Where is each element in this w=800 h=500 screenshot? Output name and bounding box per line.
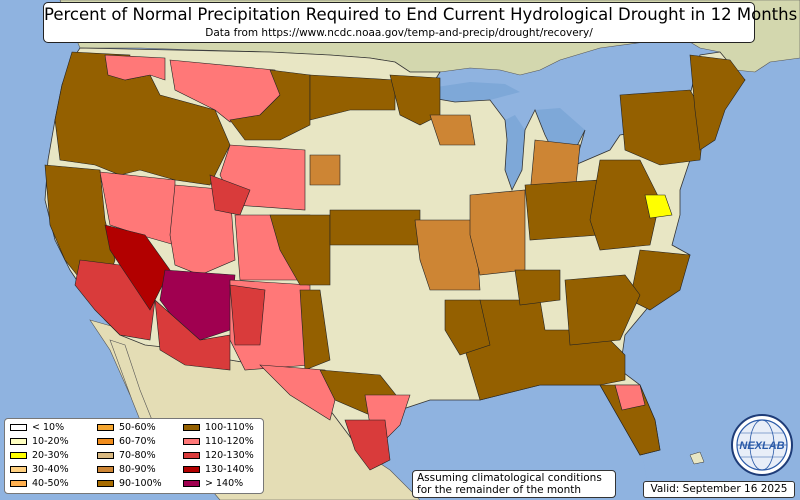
- assumption-note: Assuming climatological conditions for t…: [412, 470, 616, 498]
- legend-swatch: [183, 438, 200, 445]
- legend-item: 110-120%: [183, 436, 254, 448]
- appalachia-region: [589, 159, 661, 251]
- legend-item: 90-100%: [97, 478, 162, 490]
- lake-huron: [535, 108, 585, 155]
- iowa-illinois-region: [429, 114, 476, 146]
- new-york-region: [619, 89, 706, 166]
- legend-swatch: [183, 452, 200, 459]
- legend-swatch: [183, 480, 200, 487]
- legend-item: 130-140%: [183, 464, 254, 476]
- legend-item: 40-50%: [10, 478, 69, 490]
- kansas-strip-region: [329, 209, 421, 246]
- gulf-of-mexico: [395, 375, 650, 500]
- legend-item: 80-90%: [97, 464, 156, 476]
- legend-item: 20-30%: [10, 450, 69, 462]
- dakota-north-region: [309, 74, 396, 121]
- legend-swatch: [97, 480, 114, 487]
- florida-pink-region: [614, 384, 646, 411]
- legend-swatch: [97, 466, 114, 473]
- logo-text: NEXLAB: [739, 440, 784, 452]
- legend: < 10% 10-20% 20-30% 30-40% 40-50% 50-60%…: [4, 418, 264, 494]
- legend-swatch: [10, 480, 27, 487]
- legend-swatch: [183, 424, 200, 431]
- legend-item: 50-60%: [97, 422, 156, 434]
- legend-swatch: [10, 424, 27, 431]
- island: [689, 451, 705, 465]
- high-plains-region: [269, 214, 331, 286]
- legend-item: 120-130%: [183, 450, 254, 462]
- title-box: Percent of Normal Precipitation Required…: [43, 2, 798, 43]
- nevada-pink-region: [99, 171, 176, 246]
- minnesota-region: [389, 74, 441, 126]
- arkansas-region: [444, 299, 491, 356]
- ohio-region: [524, 179, 601, 241]
- note-line-1: Assuming climatological conditions: [417, 472, 602, 484]
- new-england-region: [689, 54, 746, 151]
- lake-superior: [430, 82, 520, 102]
- legend-swatch: [10, 466, 27, 473]
- ohio-valley-region: [469, 189, 526, 276]
- nebraska-region: [309, 154, 341, 186]
- arizona-red-region: [154, 299, 231, 371]
- drought-regions: [44, 51, 746, 471]
- legend-swatch: [97, 424, 114, 431]
- note-line-2: for the remainder of the month: [417, 484, 582, 496]
- nevada-red-region: [104, 224, 171, 311]
- legend-item: > 140%: [183, 478, 243, 490]
- kentucky-region: [514, 269, 561, 306]
- legend-item: 70-80%: [97, 450, 156, 462]
- legend-swatch: [10, 452, 27, 459]
- legend-item: 10-20%: [10, 436, 69, 448]
- southeast-region: [464, 299, 626, 401]
- map-subtitle: Data from https://www.ncdc.noaa.gov/temp…: [205, 27, 593, 39]
- legend-item: 100-110%: [183, 422, 254, 434]
- map-title: Percent of Normal Precipitation Required…: [44, 5, 798, 24]
- texas-west-region: [299, 289, 331, 371]
- missouri-region: [414, 219, 481, 291]
- legend-item: 60-70%: [97, 436, 156, 448]
- mid-atlantic-yellow-region: [644, 194, 673, 219]
- alabama-georgia-region: [564, 274, 641, 346]
- legend-swatch: [10, 438, 27, 445]
- legend-swatch: [183, 466, 200, 473]
- nexlab-globe-logo-icon: NEXLAB: [731, 414, 793, 476]
- legend-swatch: [97, 452, 114, 459]
- valid-date: Valid: September 16 2025: [643, 481, 795, 498]
- texas-south-red-region: [344, 419, 391, 471]
- legend-item: 30-40%: [10, 464, 69, 476]
- lake-michigan: [505, 115, 525, 190]
- legend-swatch: [97, 438, 114, 445]
- legend-item: < 10%: [10, 422, 64, 434]
- new-mexico-red-region: [229, 284, 266, 346]
- texas-pink-region: [259, 364, 336, 421]
- washington-pink-region: [104, 54, 166, 81]
